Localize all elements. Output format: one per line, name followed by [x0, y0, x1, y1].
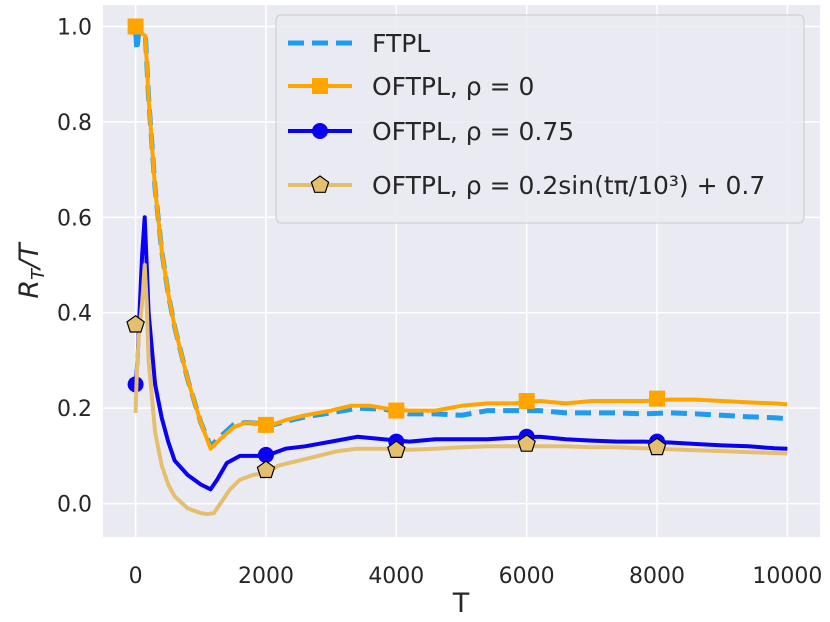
series-line — [133, 263, 788, 517]
series-marker — [518, 393, 535, 410]
series-line — [133, 25, 788, 451]
series-marker — [517, 434, 536, 452]
series-marker — [257, 416, 274, 433]
series-marker — [649, 390, 666, 407]
x-tick-label: 10000 — [752, 564, 822, 589]
tick-labels: 0 2000 4000 6000 8000 10000 0.0 0.2 0.4 0.6 0.8 1.0 — [57, 15, 822, 589]
legend-label: OFTPL, ρ = 0 — [372, 72, 534, 101]
x-tick-label: 2000 — [238, 564, 294, 589]
legend-marker — [312, 123, 328, 139]
x-tick-label: 0 — [129, 564, 143, 589]
series-marker — [388, 402, 405, 419]
series-marker — [647, 437, 667, 456]
y-axis-label: RT/T — [14, 241, 49, 299]
legend: FTPL OFTPL, ρ = 0 OFTPL, ρ = 0.75 OFTPL, ρ … — [275, 14, 805, 224]
series-line — [133, 215, 788, 492]
y-tick-label: 0.8 — [57, 111, 92, 136]
series-3 — [126, 263, 788, 517]
series-1 — [127, 18, 788, 451]
x-tick-label: 6000 — [499, 564, 555, 589]
y-tick-label: 0.6 — [57, 206, 92, 231]
legend-box — [275, 14, 805, 224]
x-tick-label: 8000 — [629, 564, 685, 589]
y-axis-label-base: R — [14, 280, 45, 299]
y-tick-label: 0.0 — [57, 493, 92, 518]
x-axis-label: T — [452, 588, 470, 619]
y-axis-label-rest: /T — [14, 241, 45, 271]
series-marker — [126, 314, 145, 333]
legend-marker — [310, 175, 330, 193]
y-tick-label: 0.4 — [57, 302, 92, 327]
legend-label: OFTPL, ρ = 0.75 — [372, 117, 574, 146]
legend-marker — [312, 78, 328, 94]
series-marker — [257, 446, 274, 463]
x-tick-label: 4000 — [368, 564, 424, 589]
y-axis-label-sub: T — [28, 267, 49, 280]
y-tick-label: 0.2 — [57, 397, 92, 422]
y-tick-label: 1.0 — [57, 15, 92, 40]
series-marker — [387, 440, 406, 458]
series-marker — [256, 460, 276, 479]
series-layer — [126, 18, 788, 517]
legend-label: FTPL — [372, 29, 430, 58]
series-marker — [127, 18, 144, 35]
legend-label: OFTPL, ρ = 0.2sin(tπ/10³) + 0.7 — [372, 171, 765, 200]
